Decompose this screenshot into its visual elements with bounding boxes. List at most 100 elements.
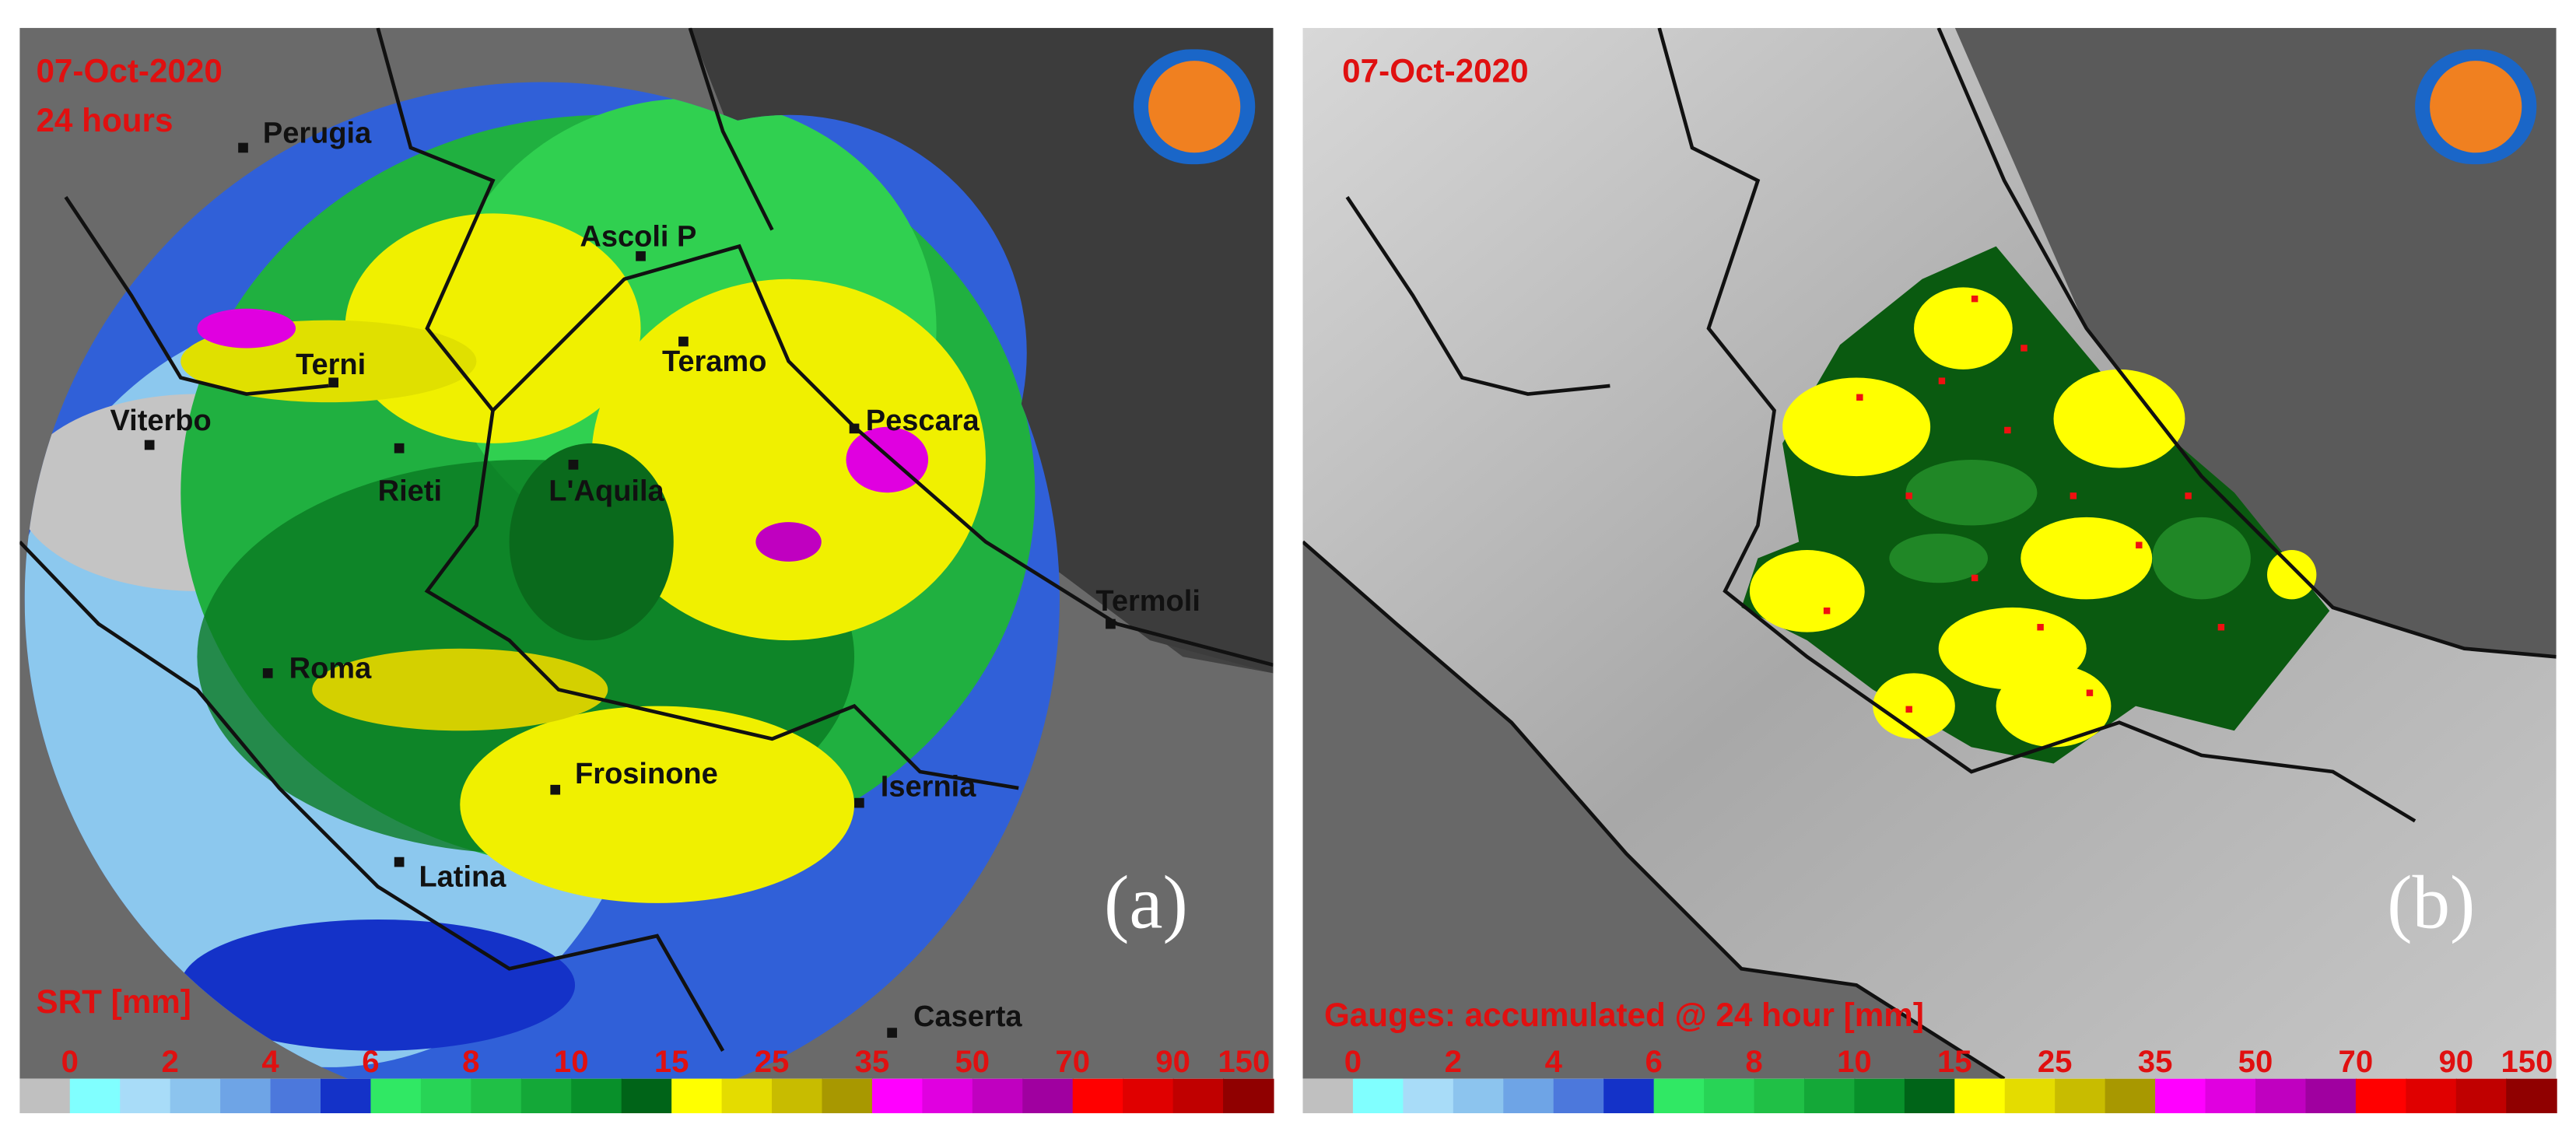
colorbar-swatch bbox=[370, 1078, 422, 1114]
colorbar-swatch bbox=[1803, 1078, 1856, 1114]
city: Isernia bbox=[881, 771, 976, 804]
colorbar-swatch bbox=[1403, 1078, 1454, 1114]
colorbar-tick-label: 10 bbox=[554, 1045, 589, 1079]
colorbar-swatch bbox=[1022, 1078, 1074, 1114]
colorbar-swatch bbox=[2105, 1078, 2157, 1114]
colorbar-tick-label: 8 bbox=[462, 1045, 479, 1079]
colorbar-title: Gauges: accumulated @ 24 hour [mm] bbox=[1324, 997, 1924, 1033]
colorbars: 0 2 4 6 8 10 15 25 35 50 70 90 150 0 2 4 6 8 10 15 25 35 50 70 9… bbox=[19, 1045, 2557, 1114]
city: Terni bbox=[296, 349, 366, 381]
colorbar-tick-label: 50 bbox=[955, 1045, 990, 1079]
colorbar-swatch bbox=[1704, 1078, 1755, 1114]
colorbar-swatch bbox=[721, 1078, 773, 1114]
panel-letter: (a) bbox=[1104, 861, 1188, 945]
colorbar-swatch bbox=[220, 1078, 272, 1114]
colorbar-tick-label: 15 bbox=[654, 1045, 689, 1079]
colorbar-swatch bbox=[120, 1078, 171, 1114]
colorbar-swatch bbox=[1854, 1078, 1905, 1114]
colorbar-swatch bbox=[1223, 1078, 1274, 1114]
city: Latina bbox=[419, 861, 506, 894]
colorbar-tick-label: 90 bbox=[1155, 1045, 1190, 1079]
city: Rieti bbox=[378, 475, 442, 508]
colorbar-swatch bbox=[1072, 1078, 1124, 1114]
colorbar-swatch bbox=[2305, 1078, 2357, 1114]
city: Pescara bbox=[866, 405, 980, 437]
colorbar-tick-label: 25 bbox=[2038, 1045, 2073, 1079]
colorbar-swatch bbox=[1653, 1078, 1705, 1114]
colorbar-swatch bbox=[170, 1078, 222, 1114]
colorbar-swatch bbox=[2455, 1078, 2508, 1114]
colorbar-tick-label: 0 bbox=[1344, 1045, 1362, 1079]
colorbar-swatch bbox=[1123, 1078, 1174, 1114]
colorbar-tick-label: 150 bbox=[1218, 1045, 1270, 1079]
colorbar-swatch bbox=[1754, 1078, 1806, 1114]
colorbar-swatch bbox=[671, 1078, 723, 1114]
date: 07-Oct-2020 bbox=[36, 53, 222, 89]
city: Perugia bbox=[263, 117, 372, 150]
colorbar-swatch bbox=[2255, 1078, 2307, 1114]
colorbar-tick-label: 8 bbox=[1745, 1045, 1762, 1079]
colorbar-swatch bbox=[2355, 1078, 2407, 1114]
city-labels: Perugia Ascoli P Terni Teramo Viterbo Pe… bbox=[110, 117, 1200, 1034]
colorbar-swatch bbox=[1172, 1078, 1225, 1114]
colorbar-swatch bbox=[2506, 1078, 2557, 1114]
gauge-map bbox=[1302, 27, 2557, 1079]
colorbar-title: SRT [mm] bbox=[36, 983, 191, 1020]
colorbar-swatch bbox=[19, 1078, 71, 1114]
colorbar-tick-label: 70 bbox=[2339, 1045, 2374, 1079]
colorbar-tick-label: 70 bbox=[1055, 1045, 1090, 1079]
colorbar-swatch bbox=[1603, 1078, 1655, 1114]
colorbar-swatch bbox=[621, 1078, 673, 1114]
colorbar-tick-label: 10 bbox=[1837, 1045, 1872, 1079]
colorbar-tick-label: 25 bbox=[755, 1045, 790, 1079]
city: Ascoli P bbox=[580, 221, 696, 254]
colorbar-tick-label: 4 bbox=[261, 1045, 279, 1079]
city: Termoli bbox=[1095, 585, 1200, 618]
date: 07-Oct-2020 bbox=[1342, 53, 1528, 89]
colorbar-swatch bbox=[520, 1078, 573, 1114]
colorbar-swatch bbox=[1553, 1078, 1605, 1114]
colorbar-tick-label: 15 bbox=[1937, 1045, 1972, 1079]
colorbar-swatch bbox=[571, 1078, 622, 1114]
colorbar-swatch bbox=[2205, 1078, 2257, 1114]
colorbar-swatch bbox=[772, 1078, 823, 1114]
colorbar-tick-label: 35 bbox=[2138, 1045, 2173, 1079]
city: Frosinone bbox=[575, 758, 718, 790]
city-markers bbox=[144, 142, 1116, 1038]
colorbar-swatch bbox=[1954, 1078, 2006, 1114]
colorbar-tick-label: 4 bbox=[1545, 1045, 1563, 1079]
colorbar-swatch bbox=[1302, 1078, 1355, 1114]
colorbar-swatch bbox=[1352, 1078, 1404, 1114]
colorbar-tick-label: 35 bbox=[855, 1045, 890, 1079]
colorbar-swatch bbox=[1503, 1078, 1554, 1114]
radar-map bbox=[19, 27, 1274, 1079]
colorbar-tick-label: 2 bbox=[1445, 1045, 1462, 1079]
colorbar-tick-label: 6 bbox=[362, 1045, 379, 1079]
colorbar-tick-label: 0 bbox=[61, 1045, 79, 1079]
panel-letter: (b) bbox=[2387, 861, 2475, 945]
duration: 24 hours bbox=[36, 102, 173, 138]
colorbar-tick-label: 6 bbox=[1645, 1045, 1662, 1079]
city: Roma bbox=[289, 653, 372, 685]
colorbar-tick-label: 90 bbox=[2438, 1045, 2473, 1079]
city: Caserta bbox=[913, 1000, 1022, 1033]
colorbar-swatch bbox=[822, 1078, 873, 1114]
colorbar-swatch bbox=[1453, 1078, 1505, 1114]
colorbar-tick-label: 150 bbox=[2501, 1045, 2553, 1079]
colorbar-swatch bbox=[1904, 1078, 1956, 1114]
colorbar-swatch bbox=[420, 1078, 472, 1114]
colorbar-swatch bbox=[321, 1078, 372, 1114]
colorbar-swatch bbox=[922, 1078, 973, 1114]
colorbar-swatch bbox=[2004, 1078, 2056, 1114]
gauge-area bbox=[1741, 246, 2330, 764]
colorbar-swatch bbox=[471, 1078, 522, 1114]
city: L'Aquila bbox=[548, 475, 664, 508]
colorbar-swatch bbox=[2055, 1078, 2106, 1114]
colorbar-swatch bbox=[270, 1078, 322, 1114]
colorbar-swatch bbox=[2406, 1078, 2457, 1114]
colorbar-swatch bbox=[871, 1078, 924, 1114]
city: Teramo bbox=[662, 345, 766, 378]
city: Viterbo bbox=[110, 405, 211, 437]
colorbar-swatch bbox=[2155, 1078, 2206, 1114]
